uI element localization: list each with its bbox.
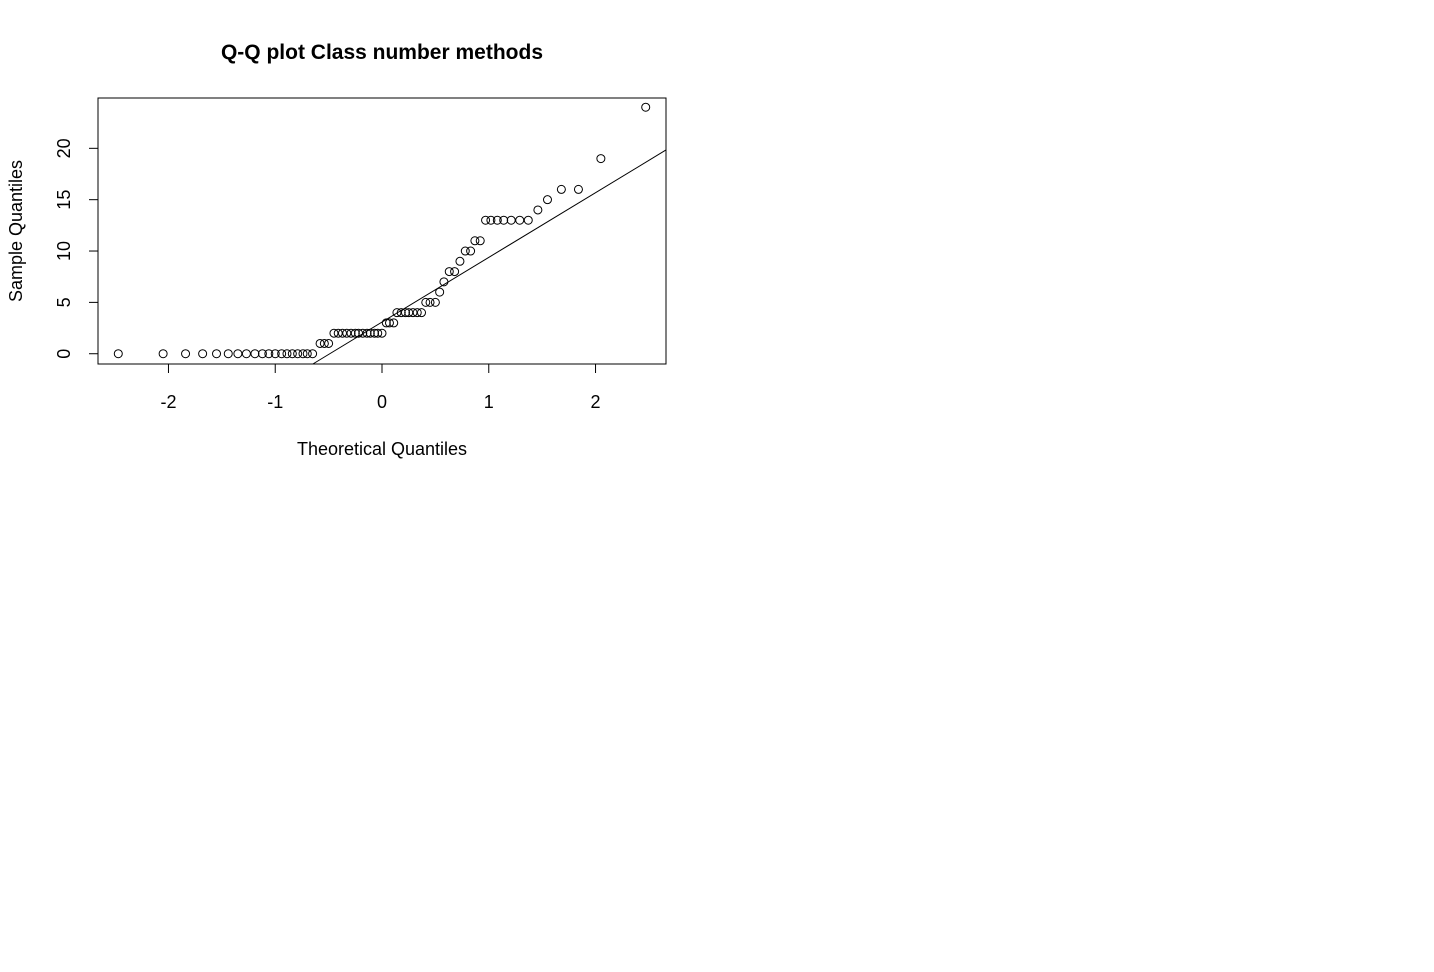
data-point <box>492 215 502 225</box>
data-point <box>506 215 516 225</box>
data-point <box>373 328 383 338</box>
data-point <box>439 277 449 287</box>
x-tick-label: 1 <box>484 392 494 412</box>
data-point <box>315 338 325 348</box>
data-point <box>308 349 318 359</box>
data-point <box>223 349 233 359</box>
data-point <box>298 349 308 359</box>
data-point <box>282 349 292 359</box>
data-point <box>346 328 356 338</box>
data-point <box>354 328 364 338</box>
y-tick-label: 0 <box>54 349 74 359</box>
data-point <box>181 349 191 359</box>
data-point <box>212 349 222 359</box>
data-point <box>287 349 297 359</box>
x-tick-label: 0 <box>377 392 387 412</box>
data-point <box>264 349 274 359</box>
data-point <box>302 349 312 359</box>
data-point <box>425 297 435 307</box>
y-tick-label: 10 <box>54 241 74 261</box>
data-point <box>470 236 480 246</box>
data-point <box>277 349 287 359</box>
data-point <box>556 184 566 194</box>
data-point <box>523 215 533 225</box>
data-point <box>333 328 343 338</box>
data-point <box>342 328 352 338</box>
data-point <box>435 287 445 297</box>
data-point <box>573 184 583 194</box>
data-point <box>113 349 123 359</box>
x-axis: -2 -1 0 1 2 <box>160 363 601 412</box>
data-point <box>408 308 418 318</box>
data-point <box>481 215 491 225</box>
data-point <box>324 338 334 348</box>
chart-title: Q-Q plot Class number methods <box>221 41 543 64</box>
x-tick-label: -2 <box>160 392 176 412</box>
data-point <box>362 328 372 338</box>
data-point <box>392 308 402 318</box>
data-point <box>421 297 431 307</box>
reference-line-layer <box>312 149 667 365</box>
data-point <box>377 328 387 338</box>
data-point <box>400 308 410 318</box>
data-point <box>198 349 208 359</box>
data-point <box>455 256 465 266</box>
data-point <box>641 102 651 112</box>
data-point <box>417 308 427 318</box>
data-point <box>412 308 422 318</box>
data-point <box>384 318 394 328</box>
data-point <box>350 328 360 338</box>
data-point <box>404 308 414 318</box>
data-point <box>250 349 260 359</box>
data-point <box>396 308 406 318</box>
data-point <box>158 349 168 359</box>
data-point <box>460 246 470 256</box>
x-axis-label: Theoretical Quantiles <box>297 439 467 459</box>
data-point <box>466 246 476 256</box>
data-point <box>241 349 251 359</box>
data-point <box>499 215 509 225</box>
points-layer <box>113 102 651 359</box>
x-tick-label: -1 <box>267 392 283 412</box>
data-point <box>257 349 267 359</box>
data-point <box>358 328 368 338</box>
data-point <box>270 349 280 359</box>
y-tick-label: 15 <box>54 190 74 210</box>
data-point <box>329 328 339 338</box>
data-point <box>596 154 606 164</box>
data-point <box>515 215 525 225</box>
data-point <box>337 328 347 338</box>
y-axis-label: Sample Quantiles <box>6 160 26 302</box>
data-point <box>444 267 454 277</box>
y-axis: 0 5 10 15 20 <box>54 138 99 359</box>
y-tick-label: 20 <box>54 138 74 158</box>
data-point <box>293 349 303 359</box>
data-point <box>450 267 460 277</box>
data-point <box>389 318 399 328</box>
data-point <box>319 338 329 348</box>
data-point <box>381 318 391 328</box>
data-point <box>533 205 543 215</box>
data-point <box>370 328 380 338</box>
data-point <box>233 349 243 359</box>
data-point <box>475 236 485 246</box>
data-point <box>542 195 552 205</box>
data-point <box>365 328 375 338</box>
y-tick-label: 5 <box>54 297 74 307</box>
x-tick-label: 2 <box>591 392 601 412</box>
qq-reference-line <box>312 149 667 365</box>
data-point <box>430 297 440 307</box>
data-point <box>486 215 496 225</box>
